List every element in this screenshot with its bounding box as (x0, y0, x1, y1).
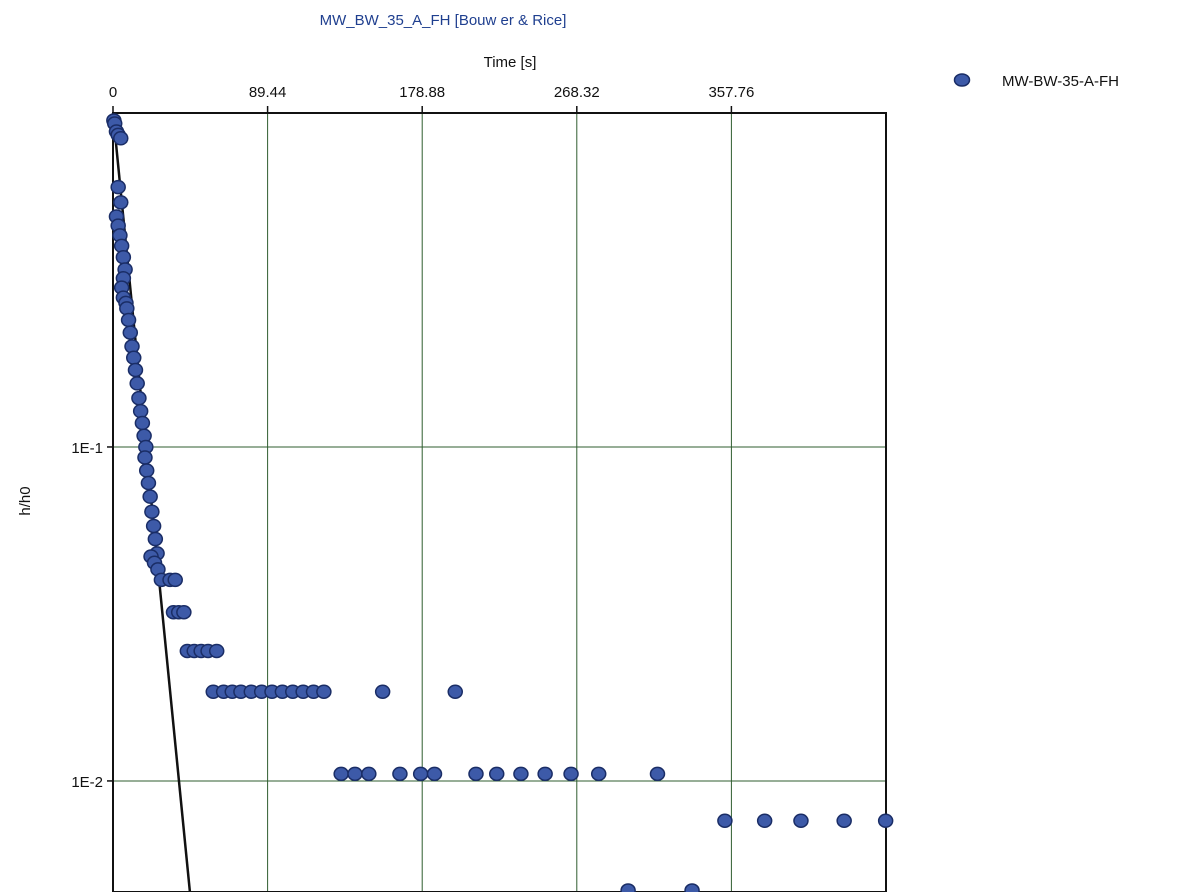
data-point (347, 766, 363, 782)
x-tick-label: 178.88 (399, 84, 445, 101)
data-point (620, 883, 636, 892)
y-tick-label: 1E-1 (71, 440, 103, 457)
x-axis-title: Time [s] (484, 54, 537, 71)
data-point (836, 813, 852, 828)
x-tick-label: 89.44 (249, 84, 287, 101)
data-point (127, 362, 144, 378)
data-point (537, 766, 553, 782)
data-point (208, 643, 225, 659)
axis-ticks: 0 89.44 178.88 268.32 357.76 1E-1 1E-2 (71, 84, 754, 791)
plot-area (112, 112, 887, 892)
data-point (468, 766, 484, 782)
data-point (447, 684, 463, 699)
data-point (649, 766, 666, 782)
data-point (513, 766, 529, 782)
data-point (122, 325, 139, 340)
data-point (374, 684, 391, 699)
x-tick-label: 268.32 (554, 84, 600, 101)
data-point (145, 518, 162, 534)
data-point (131, 390, 147, 406)
grid-lines (113, 113, 886, 892)
data-point (110, 179, 126, 195)
data-point (167, 572, 183, 588)
data-point (684, 883, 700, 892)
data-point (488, 766, 505, 782)
data-point (132, 403, 149, 419)
data-points (106, 113, 894, 892)
data-point (140, 475, 157, 491)
data-point (563, 766, 579, 782)
data-point (137, 450, 153, 465)
chart-title: MW_BW_35_A_FH [Bouw er & Rice] (320, 12, 567, 29)
data-point (113, 195, 129, 210)
legend-marker-icon (953, 73, 971, 87)
legend: MW-BW-35-A-FH (953, 73, 1119, 90)
data-point (316, 684, 332, 699)
x-tick-label: 357.76 (708, 84, 754, 101)
data-point (333, 766, 349, 782)
data-point (756, 813, 773, 828)
data-point (793, 813, 809, 828)
data-point (392, 766, 408, 782)
data-point (176, 604, 192, 620)
y-axis-title: h/h0 (17, 486, 34, 515)
data-point (125, 350, 142, 365)
x-tick-label: 0 (109, 84, 117, 101)
legend-label: MW-BW-35-A-FH (1002, 73, 1119, 90)
data-point (142, 489, 158, 504)
data-point (426, 766, 443, 782)
data-point (113, 131, 129, 146)
data-point (144, 504, 160, 519)
data-point (361, 766, 377, 782)
data-point (138, 463, 155, 478)
data-point (590, 766, 607, 782)
data-point (129, 376, 145, 391)
data-point (120, 312, 137, 328)
data-point (412, 766, 429, 782)
y-tick-label: 1E-2 (71, 774, 103, 791)
data-point (717, 813, 733, 828)
data-point (877, 813, 894, 828)
data-point (147, 531, 164, 547)
data-point (115, 249, 132, 265)
data-point (134, 415, 151, 431)
